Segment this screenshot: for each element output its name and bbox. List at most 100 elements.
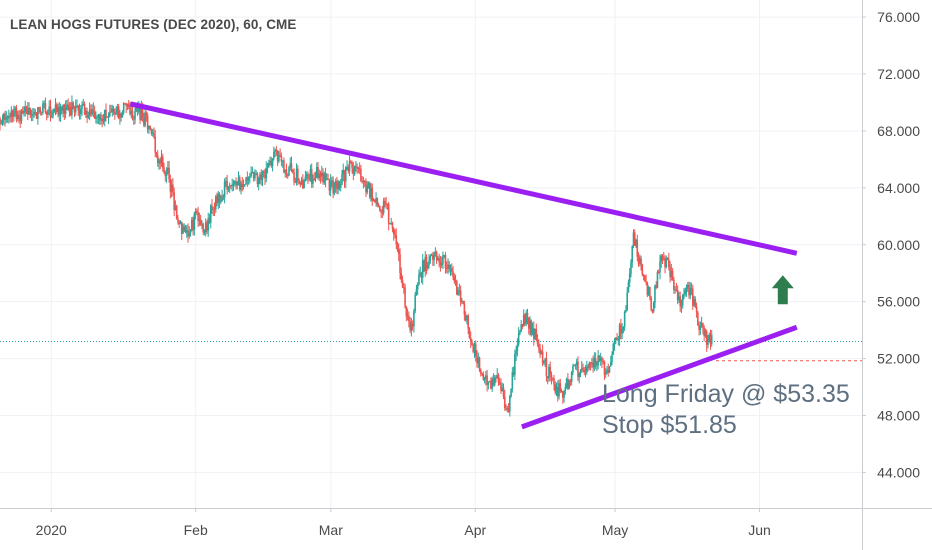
candle-body (259, 174, 261, 179)
candle-body (710, 334, 713, 345)
candle-body (101, 118, 104, 121)
candle-body (68, 107, 71, 110)
candle-body (145, 112, 148, 116)
candle-body (514, 354, 516, 375)
candle-body (122, 103, 125, 113)
candle-body (78, 110, 81, 114)
candle-body (124, 103, 126, 105)
candle-body (54, 104, 57, 110)
candle-body (569, 380, 572, 382)
candle-body (524, 314, 526, 324)
candle-body (326, 178, 328, 181)
candle-body (262, 171, 265, 173)
candle-body (318, 173, 321, 179)
trade-stop-note: Stop $51.85 (602, 411, 737, 439)
candle-body (320, 172, 323, 177)
candle-body (498, 382, 501, 385)
candle-body (375, 198, 377, 203)
trendlines[interactable] (129, 101, 798, 430)
candle-body (131, 110, 134, 119)
candle-body (291, 169, 294, 172)
y-tick-label: 72.000 (877, 66, 920, 82)
candle-body (363, 180, 366, 182)
up-arrow-icon (771, 275, 794, 305)
candle-body (111, 108, 114, 113)
candle-body (4, 113, 6, 120)
candle-body (709, 334, 712, 345)
candle-body (242, 185, 245, 187)
candle-body (356, 166, 358, 169)
candle-body (346, 167, 348, 169)
candle-body (692, 288, 694, 306)
candle-body (459, 290, 462, 302)
candle-body (386, 203, 389, 205)
candle-body (302, 179, 304, 189)
candle-body (192, 219, 194, 230)
candle-body (59, 107, 62, 116)
candle-body (591, 362, 593, 365)
candle-body (107, 116, 110, 118)
candle-body (348, 161, 351, 172)
candle-body (492, 378, 495, 386)
candle-body (238, 177, 241, 190)
candle-body (382, 200, 385, 214)
candle-body (218, 193, 221, 203)
candle-body (647, 287, 650, 296)
candle-body (639, 258, 641, 264)
candle-body (535, 329, 538, 341)
candle-body (665, 258, 668, 268)
candle-body (314, 177, 317, 180)
candle-body (74, 106, 77, 113)
candle-body (602, 360, 605, 362)
candle-body (616, 337, 618, 341)
candle-body (63, 104, 66, 114)
candle-body (90, 109, 92, 115)
candle-body (381, 212, 384, 214)
candle-body (150, 128, 153, 134)
candle-body (435, 252, 438, 261)
candle-body (121, 112, 124, 118)
candle-body (76, 105, 78, 107)
candle-body (331, 180, 333, 182)
candle-body (373, 199, 376, 203)
y-tick-label: 64.000 (877, 180, 920, 196)
candle-body (297, 168, 299, 181)
candle-body (685, 287, 688, 291)
candle-body (117, 106, 120, 119)
candle-body (327, 178, 329, 180)
candle-body (160, 156, 163, 164)
candle-body (92, 109, 95, 112)
trendline-resistance (129, 101, 798, 256)
candle-body (254, 173, 256, 179)
candle-body (631, 246, 634, 263)
candle-body (13, 109, 15, 117)
candle-body (230, 185, 232, 187)
candle-body (649, 287, 651, 298)
candle-body (175, 205, 178, 219)
candle-body (635, 239, 637, 246)
candle-body (481, 373, 483, 375)
candle-body (159, 160, 162, 164)
candle-body (324, 173, 327, 181)
candle-body (406, 315, 409, 317)
candle-body (415, 289, 418, 295)
candle-body (411, 323, 414, 327)
candle-body (231, 184, 233, 186)
candle-body (20, 110, 23, 122)
candle-body (538, 344, 540, 349)
candle-body (193, 213, 196, 230)
candle-body (456, 280, 458, 295)
candle-body (394, 234, 396, 236)
candle-body (517, 333, 520, 345)
candle-body (182, 230, 184, 234)
candle-body (185, 230, 188, 233)
candle-body (241, 183, 244, 187)
candle-body (180, 221, 183, 234)
candle-body (656, 271, 659, 288)
candle-body (666, 258, 669, 260)
candle-body (562, 391, 564, 398)
candle-body (589, 362, 592, 365)
candle-body (700, 323, 703, 326)
